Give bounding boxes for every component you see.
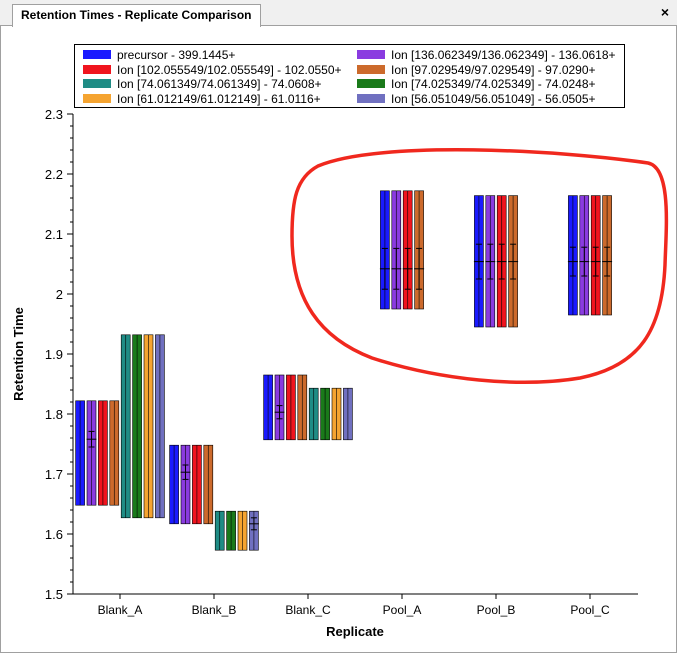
x-tick-label: Pool_B — [477, 603, 516, 617]
legend-item: Ion [74.025349/74.025349] - 74.0248+ — [357, 78, 596, 91]
x-tick-label: Pool_C — [570, 603, 610, 617]
legend-item: Ion [97.029549/97.029549] - 97.0290+ — [357, 62, 596, 77]
legend-item: Ion [136.062349/136.062349] - 136.0618+ — [357, 49, 616, 62]
legend-label: Ion [97.029549/97.029549] - 97.0290+ — [391, 62, 596, 77]
legend-label: Ion [74.061349/74.061349] - 74.0608+ — [117, 77, 322, 91]
legend-swatch — [83, 79, 111, 89]
legend-label: Ion [102.055549/102.055549] - 102.0550+ — [117, 62, 342, 77]
y-tick-label: 2 — [56, 287, 63, 302]
legend-swatch — [357, 79, 385, 89]
legend-item: Ion [61.012149/61.012149] - 61.0116+ — [83, 91, 321, 106]
y-tick-label: 1.9 — [45, 347, 63, 362]
legend-item: precursor - 399.1445+ — [83, 49, 235, 62]
legend-label: precursor - 399.1445+ — [117, 48, 236, 62]
legend-swatch — [357, 50, 385, 60]
x-tick-label: Pool_A — [383, 603, 422, 617]
tab-strip: Retention Times - Replicate Comparison × — [0, 0, 677, 27]
y-tick-label: 2.1 — [45, 227, 63, 242]
legend-swatch — [83, 64, 111, 74]
x-tick-label: Blank_B — [192, 603, 237, 617]
y-tick-label: 1.6 — [45, 527, 63, 542]
y-tick-label: 2.3 — [45, 107, 63, 122]
legend-item: Ion [102.055549/102.055549] - 102.0550+ — [83, 62, 342, 77]
x-axis-label: Replicate — [326, 624, 384, 639]
y-tick-label: 1.8 — [45, 407, 63, 422]
legend-label: Ion [56.051049/56.051049] - 56.0505+ — [391, 91, 596, 106]
y-axis-label: Retention Time — [11, 307, 26, 401]
y-tick-label: 2.2 — [45, 167, 63, 182]
legend-swatch — [83, 93, 111, 103]
red-annotation-ellipse — [290, 148, 669, 384]
legend: precursor - 399.1445+ Ion [102.055549/102… — [74, 44, 625, 108]
x-tick-label: Blank_A — [98, 603, 143, 617]
legend-swatch — [357, 64, 385, 74]
legend-swatch — [357, 93, 385, 103]
legend-label: Ion [74.025349/74.025349] - 74.0248+ — [391, 77, 596, 91]
y-tick-label: 1.5 — [45, 587, 63, 602]
legend-swatch — [83, 50, 111, 60]
x-tick-label: Blank_C — [285, 603, 331, 617]
y-tick-label: 1.7 — [45, 467, 63, 482]
legend-label: Ion [136.062349/136.062349] - 136.0618+ — [391, 48, 616, 62]
legend-item: Ion [74.061349/74.061349] - 74.0608+ — [83, 78, 322, 91]
legend-label: Ion [61.012149/61.012149] - 61.0116+ — [117, 91, 321, 106]
close-icon[interactable]: × — [660, 4, 669, 20]
tab-retention-times[interactable]: Retention Times - Replicate Comparison — [12, 4, 261, 27]
legend-item: Ion [56.051049/56.051049] - 56.0505+ — [357, 91, 596, 106]
